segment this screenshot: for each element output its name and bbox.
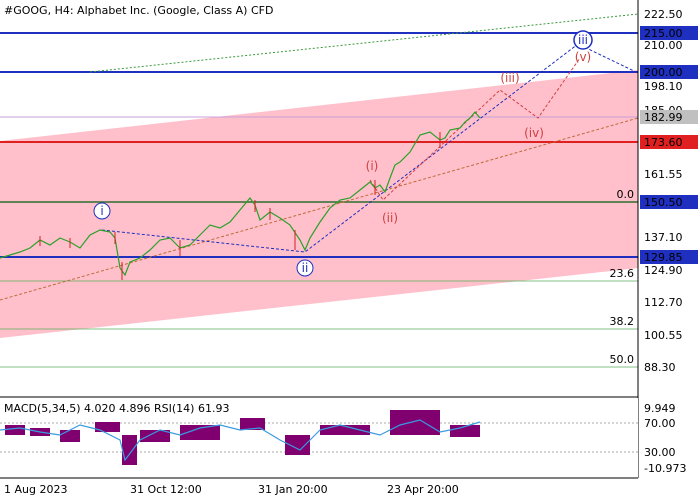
price-tick-8: 112.70 — [644, 296, 683, 309]
time-tick-3: 31 Jan 20:00 — [258, 483, 328, 496]
fib-label-23: 23.6 — [610, 267, 635, 280]
wave-path-blue — [101, 43, 637, 253]
wave-label-iii: iii — [573, 30, 593, 50]
svg-text:200.00: 200.00 — [644, 66, 683, 79]
fib-label-50: 50.0 — [610, 353, 635, 366]
indicator-tick-2: 70.00 — [644, 417, 676, 430]
price-tick-10: 88.30 — [644, 361, 676, 374]
svg-text:173.60: 173.60 — [644, 136, 683, 149]
price-tick-7: 124.90 — [644, 264, 683, 277]
price-tick-9: 100.55 — [644, 329, 683, 342]
svg-text:150.50: 150.50 — [644, 196, 683, 209]
svg-text:i: i — [100, 204, 103, 218]
level-badge-129: 129.85 — [640, 250, 698, 264]
indicator-label: MACD(5,34,5) 4.020 4.896 RSI(14) 61.93 — [4, 402, 229, 415]
level-badge-200: 200.00 — [640, 65, 698, 79]
chart-title: #GOOG, H4: Alphabet Inc. (Google, Class … — [4, 4, 273, 17]
time-tick-2: 31 Oct 12:00 — [130, 483, 202, 496]
svg-text:ii: ii — [302, 261, 309, 275]
level-badge-150: 150.50 — [640, 195, 698, 209]
svg-text:182.99: 182.99 — [644, 111, 683, 124]
indicator-tick-3: 30.00 — [644, 446, 676, 459]
trend-line-brown — [0, 117, 639, 301]
wave-label-red-iv: (iv) — [524, 126, 544, 140]
wave-label-ii: ii — [296, 259, 314, 277]
wave-path-red — [369, 57, 581, 201]
macd-histogram — [5, 410, 480, 465]
wave-label-red-v: (v) — [575, 50, 591, 64]
level-badge-215: 215.00 — [640, 26, 698, 40]
wave-label-red-ii: (ii) — [382, 211, 398, 225]
wave-label-i: i — [93, 202, 111, 220]
svg-text:215.00: 215.00 — [644, 27, 683, 40]
indicator-tick-1: 9.949 — [644, 402, 676, 415]
wave-label-red-i: (i) — [366, 159, 379, 173]
price-tick-3: 198.10 — [644, 80, 683, 93]
fib-label-0: 0.0 — [617, 188, 635, 201]
price-tick-2: 210.00 — [644, 39, 683, 52]
time-tick-4: 23 Apr 20:00 — [387, 483, 459, 496]
svg-text:iii: iii — [578, 33, 588, 47]
level-badge-173: 173.60 — [640, 135, 698, 149]
svg-text:129.85: 129.85 — [644, 251, 683, 264]
price-tick-6: 137.10 — [644, 231, 683, 244]
price-series — [0, 111, 481, 277]
time-tick-1: 1 Aug 2023 — [4, 483, 67, 496]
rsi-line — [0, 419, 481, 462]
wave-label-red-iii: (iii) — [500, 71, 519, 85]
level-badge-current: 182.99 — [640, 110, 698, 124]
indicator-tick-4: -10.973 — [644, 462, 686, 475]
price-tick-5: 161.55 — [644, 168, 683, 181]
price-tick-1: 222.50 — [644, 8, 683, 21]
price-channel — [0, 70, 638, 338]
indicator-pane[interactable] — [0, 398, 638, 478]
candle-ticks — [39, 132, 441, 280]
fib-label-38: 38.2 — [610, 315, 635, 328]
